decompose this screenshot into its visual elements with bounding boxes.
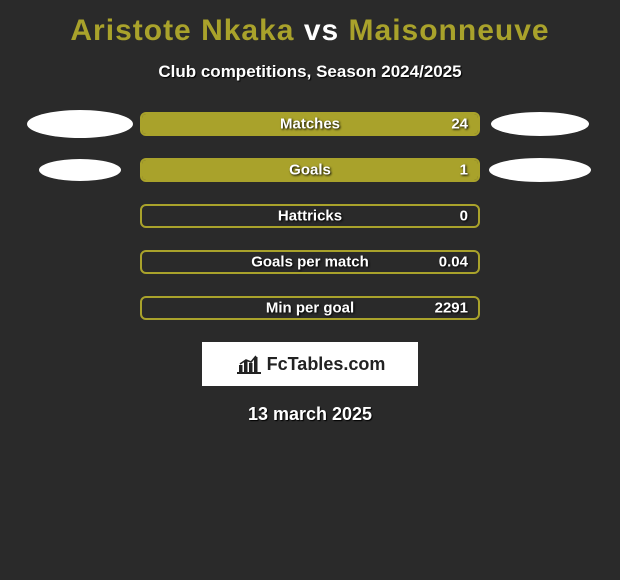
logo-box: FcTables.com bbox=[202, 342, 418, 386]
title-left: Aristote Nkaka bbox=[70, 14, 294, 47]
date-label: 13 march 2025 bbox=[0, 404, 620, 425]
stat-label: Goals bbox=[289, 162, 331, 179]
stat-label: Matches bbox=[280, 116, 340, 133]
stat-label: Min per goal bbox=[266, 300, 354, 317]
stat-row: Goals per match 0.04 bbox=[0, 250, 620, 274]
stat-row: Goals 1 bbox=[0, 158, 620, 182]
stat-row: Matches 24 bbox=[0, 112, 620, 136]
stat-rows: Matches 24 Goals 1 Hattricks 0 Goals per match… bbox=[0, 112, 620, 320]
right-marker-slot bbox=[480, 112, 600, 136]
left-marker bbox=[39, 159, 121, 181]
bar-chart-icon bbox=[235, 353, 263, 375]
stat-row: Min per goal 2291 bbox=[0, 296, 620, 320]
stat-value: 1 bbox=[460, 162, 468, 179]
stat-bar: Goals per match 0.04 bbox=[140, 250, 480, 274]
left-marker bbox=[27, 110, 133, 138]
right-marker-slot bbox=[480, 158, 600, 182]
stat-bar: Matches 24 bbox=[140, 112, 480, 136]
stat-label: Goals per match bbox=[251, 254, 369, 271]
left-marker-slot bbox=[20, 159, 140, 181]
stat-bar: Min per goal 2291 bbox=[140, 296, 480, 320]
page-title: Aristote Nkaka vs Maisonneuve bbox=[0, 14, 620, 48]
stat-value: 2291 bbox=[435, 300, 468, 317]
left-marker-slot bbox=[20, 110, 140, 138]
stat-row: Hattricks 0 bbox=[0, 204, 620, 228]
stat-label: Hattricks bbox=[278, 208, 342, 225]
title-vs: vs bbox=[294, 14, 348, 47]
right-marker bbox=[489, 158, 591, 182]
logo: FcTables.com bbox=[235, 353, 386, 375]
title-right: Maisonneuve bbox=[349, 14, 550, 47]
stat-value: 24 bbox=[451, 116, 468, 133]
stat-bar: Hattricks 0 bbox=[140, 204, 480, 228]
stat-bar: Goals 1 bbox=[140, 158, 480, 182]
logo-text: FcTables.com bbox=[267, 354, 386, 375]
stat-value: 0.04 bbox=[439, 254, 468, 271]
subtitle: Club competitions, Season 2024/2025 bbox=[0, 62, 620, 82]
comparison-card: Aristote Nkaka vs Maisonneuve Club compe… bbox=[0, 0, 620, 425]
stat-value: 0 bbox=[460, 208, 468, 225]
right-marker bbox=[491, 112, 589, 136]
